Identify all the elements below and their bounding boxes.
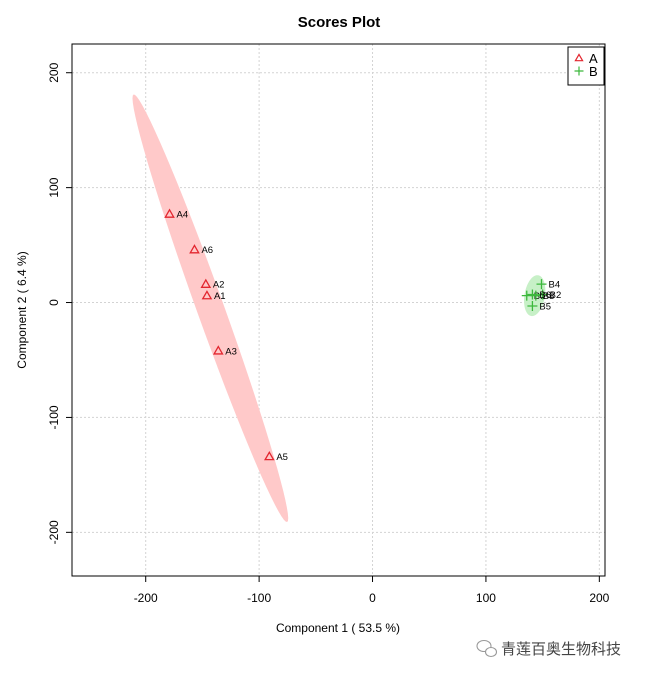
- x-tick-label: 100: [476, 591, 496, 605]
- plot-frame: [71, 43, 606, 577]
- y-tick-label: -200: [47, 520, 61, 544]
- wechat-icon: [476, 639, 498, 658]
- x-tick-label: -200: [134, 591, 158, 605]
- y-tick-label: 0: [47, 299, 61, 306]
- x-axis-label: Component 1 ( 53.5 %): [276, 621, 400, 635]
- point-label-B3: B3: [543, 291, 555, 302]
- point-label-B5: B5: [539, 301, 551, 312]
- legend-marker-B: [574, 66, 584, 76]
- y-tick-label: 100: [47, 177, 61, 197]
- point-B5: [527, 300, 538, 311]
- point-B2: [537, 289, 548, 300]
- legend-marker-A: [574, 53, 584, 62]
- point-B4: [536, 279, 547, 290]
- point-label-B2: B2: [550, 290, 562, 301]
- point-A3: [212, 345, 224, 355]
- legend: AB: [567, 46, 605, 86]
- point-label-A4: A4: [177, 210, 189, 221]
- x-tick-label: 200: [589, 591, 609, 605]
- point-label-B4: B4: [548, 280, 560, 291]
- point-A6: [189, 244, 200, 254]
- legend-box: [567, 46, 605, 86]
- axes: -200 -100 0 100 200 -200 -100 0 100 200: [47, 62, 610, 605]
- y-axis-label: Component 2 ( 6.4 %): [15, 251, 29, 368]
- point-A1: [201, 290, 213, 300]
- legend-label-A: A: [589, 51, 598, 66]
- watermark: 青莲百奥生物科技: [476, 639, 621, 658]
- point-label-A3: A3: [225, 346, 237, 357]
- confidence-ellipses: [132, 94, 546, 523]
- grid: [72, 44, 605, 576]
- point-label-A5: A5: [276, 452, 288, 463]
- point-B1: [521, 290, 532, 301]
- point-label-B6: B6: [539, 290, 551, 301]
- ellipse-A: [132, 94, 289, 523]
- y-tick-label: 200: [47, 62, 61, 82]
- point-label-A2: A2: [213, 280, 225, 291]
- legend-label-B: B: [589, 64, 598, 79]
- point-B6: [527, 289, 538, 300]
- point-label-A6: A6: [201, 245, 213, 256]
- point-A4: [164, 208, 175, 218]
- watermark-text: 青莲百奥生物科技: [501, 640, 621, 658]
- y-tick-label: -100: [47, 405, 61, 429]
- x-tick-label: -100: [247, 591, 271, 605]
- point-A5: [264, 450, 275, 461]
- point-A2: [200, 278, 212, 288]
- chart-title: Scores Plot: [298, 14, 381, 31]
- point-label-B1: B1: [534, 291, 546, 302]
- point-label-A1: A1: [214, 291, 226, 302]
- x-tick-label: 0: [369, 591, 376, 605]
